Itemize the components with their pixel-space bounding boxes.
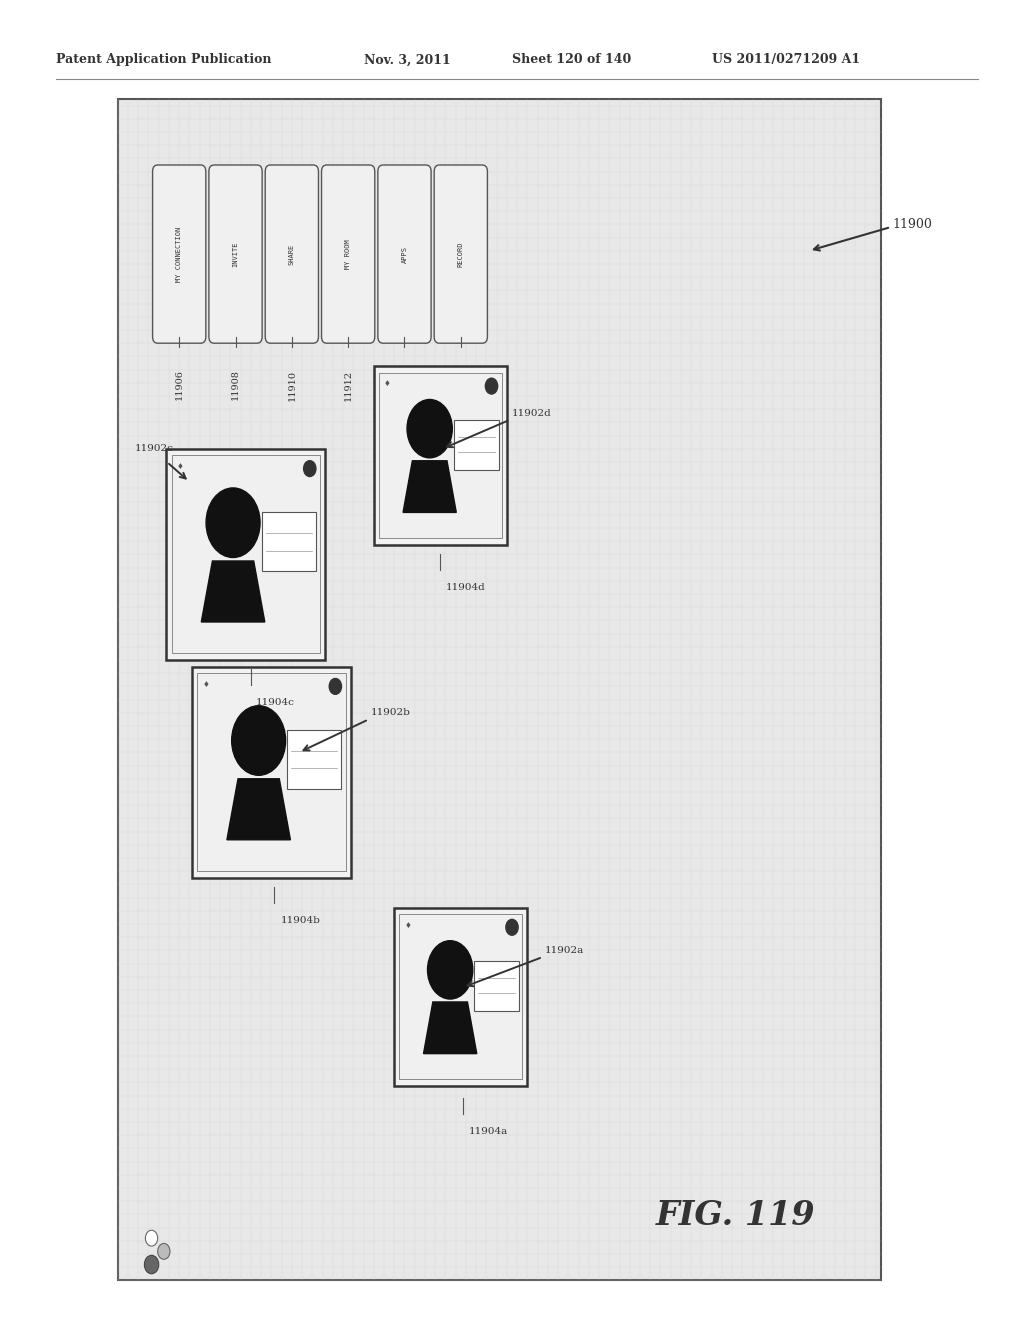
FancyBboxPatch shape — [474, 961, 519, 1011]
Text: 11902b: 11902b — [371, 709, 411, 718]
Text: 11912: 11912 — [344, 370, 352, 401]
Polygon shape — [424, 1002, 477, 1053]
Text: 11904a: 11904a — [469, 1127, 508, 1137]
Text: ♦: ♦ — [404, 921, 412, 929]
FancyBboxPatch shape — [454, 420, 499, 470]
FancyBboxPatch shape — [171, 455, 319, 653]
Text: 11904c: 11904c — [256, 698, 295, 708]
FancyBboxPatch shape — [394, 908, 527, 1085]
FancyBboxPatch shape — [379, 372, 502, 539]
Text: APPS: APPS — [401, 246, 408, 263]
Polygon shape — [403, 461, 457, 512]
Text: FIG. 119: FIG. 119 — [655, 1199, 815, 1232]
Text: 11904d: 11904d — [445, 583, 485, 593]
FancyBboxPatch shape — [209, 165, 262, 343]
Text: INVITE: INVITE — [232, 242, 239, 267]
Circle shape — [485, 379, 498, 393]
Text: ♦: ♦ — [203, 680, 209, 689]
Text: Nov. 3, 2011: Nov. 3, 2011 — [364, 53, 451, 66]
Polygon shape — [202, 561, 265, 622]
Circle shape — [231, 706, 286, 775]
FancyBboxPatch shape — [118, 99, 881, 1280]
FancyBboxPatch shape — [374, 366, 507, 544]
FancyBboxPatch shape — [399, 913, 522, 1080]
Circle shape — [506, 919, 518, 935]
Circle shape — [303, 461, 315, 477]
FancyBboxPatch shape — [262, 512, 315, 572]
FancyBboxPatch shape — [287, 730, 341, 789]
Text: 11916: 11916 — [457, 370, 465, 400]
Circle shape — [145, 1230, 158, 1246]
Text: 11910: 11910 — [288, 370, 296, 400]
FancyBboxPatch shape — [197, 673, 346, 871]
FancyBboxPatch shape — [193, 667, 350, 878]
FancyBboxPatch shape — [265, 165, 318, 343]
Text: Patent Application Publication: Patent Application Publication — [56, 53, 271, 66]
Circle shape — [428, 941, 473, 999]
Circle shape — [158, 1243, 170, 1259]
FancyBboxPatch shape — [166, 449, 326, 660]
FancyBboxPatch shape — [153, 165, 206, 343]
Text: ♦: ♦ — [384, 380, 391, 388]
Circle shape — [330, 678, 342, 694]
Text: 11914: 11914 — [400, 370, 409, 401]
Text: 11908: 11908 — [231, 370, 240, 400]
Text: 11904b: 11904b — [281, 916, 321, 925]
Text: 11902d: 11902d — [512, 409, 552, 418]
FancyBboxPatch shape — [434, 165, 487, 343]
Text: RECORD: RECORD — [458, 242, 464, 267]
Polygon shape — [227, 779, 291, 840]
FancyBboxPatch shape — [378, 165, 431, 343]
Text: ♦: ♦ — [176, 462, 183, 471]
Circle shape — [407, 400, 453, 458]
Text: MY CONNECTION: MY CONNECTION — [176, 227, 182, 281]
Text: MY ROOM: MY ROOM — [345, 239, 351, 269]
Text: 11902a: 11902a — [545, 946, 584, 956]
Text: US 2011/0271209 A1: US 2011/0271209 A1 — [712, 53, 860, 66]
Circle shape — [206, 488, 260, 557]
Text: 11900: 11900 — [893, 218, 933, 231]
Text: 11902c: 11902c — [135, 445, 174, 454]
FancyBboxPatch shape — [322, 165, 375, 343]
Text: SHARE: SHARE — [289, 243, 295, 265]
Text: Sheet 120 of 140: Sheet 120 of 140 — [512, 53, 631, 66]
Circle shape — [144, 1255, 159, 1274]
Text: 11906: 11906 — [175, 370, 183, 400]
